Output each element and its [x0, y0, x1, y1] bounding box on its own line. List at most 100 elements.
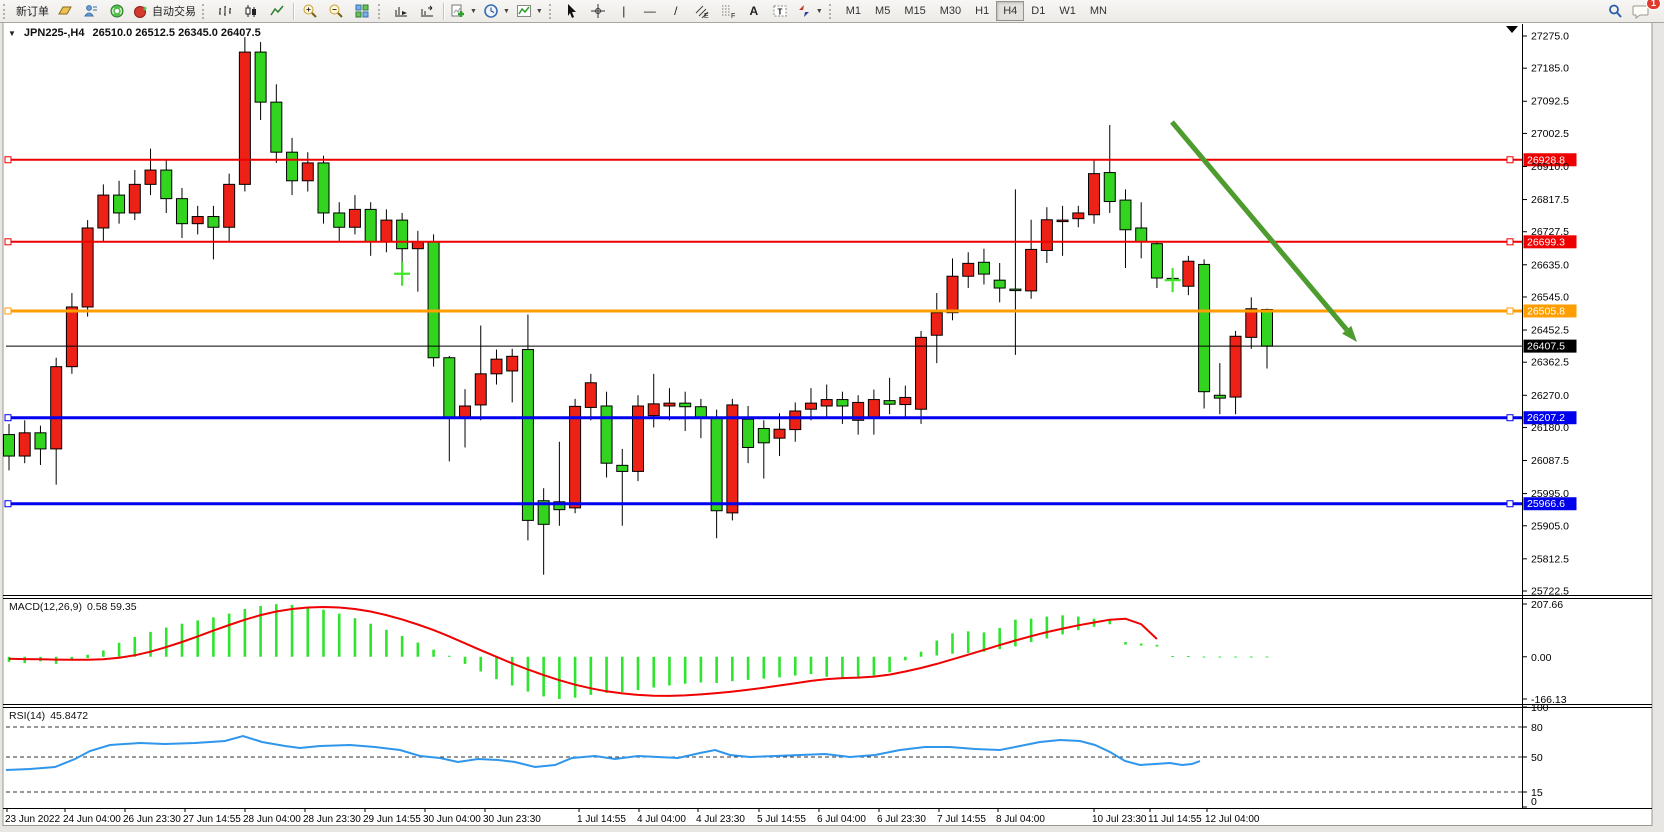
- line-chart-mode-button[interactable]: [264, 1, 290, 21]
- macd-histogram-bar: [448, 655, 451, 657]
- price-tick-label: 26635.0: [1531, 259, 1569, 271]
- macd-histogram-bar: [227, 613, 231, 657]
- crosshair-button[interactable]: [585, 1, 611, 21]
- candle-body: [113, 194, 126, 214]
- arrows-button[interactable]: ▼: [793, 1, 826, 21]
- time-tick-label: 4 Jul 04:00: [637, 814, 686, 825]
- hline-handle[interactable]: [1506, 238, 1514, 246]
- candle-body: [1261, 308, 1273, 347]
- dropdown-caret: ▼: [502, 7, 510, 15]
- candle-body: [1009, 288, 1022, 292]
- candle-body: [600, 405, 613, 464]
- market-watch-button[interactable]: [78, 1, 104, 21]
- tab-timeframe-h1[interactable]: H1: [975, 5, 990, 17]
- tab-timeframe-d1[interactable]: D1: [1031, 5, 1046, 17]
- search-button[interactable]: [1602, 1, 1628, 21]
- svg-text:26699.3: 26699.3: [1527, 236, 1565, 248]
- fibonacci-icon: F: [720, 3, 736, 19]
- alerts-button[interactable]: [104, 1, 130, 21]
- candle-body: [836, 399, 849, 407]
- candle-body: [144, 169, 157, 185]
- macd-histogram-bar: [290, 604, 294, 657]
- candle-body: [65, 306, 78, 368]
- fibonacci-button[interactable]: F: [715, 1, 741, 21]
- candle-body: [1088, 173, 1101, 216]
- text-label-button[interactable]: T: [767, 1, 793, 21]
- toolbar-grip[interactable]: [828, 3, 835, 19]
- price-tick-label: 26817.5: [1531, 194, 1569, 206]
- horizontal-line-button[interactable]: —: [637, 1, 663, 21]
- tab-timeframe-m15[interactable]: M15: [904, 5, 926, 17]
- tab-timeframe-w1[interactable]: W1: [1059, 5, 1076, 17]
- bar-chart-mode-button[interactable]: [212, 1, 238, 21]
- indicators-button[interactable]: ▼: [513, 1, 546, 21]
- hline-handle[interactable]: [4, 156, 12, 164]
- time-tick-label: 24 Jun 04:00: [63, 814, 121, 825]
- cursor-button[interactable]: [559, 1, 585, 21]
- hline-handle[interactable]: [4, 238, 12, 246]
- trend-arrow-line[interactable]: [1170, 120, 1349, 332]
- profiles-button[interactable]: [52, 1, 78, 21]
- time-axis[interactable]: 23 Jun 2022 24 Jun 04:00 26 Jun 23:30 27 Ju…: [5, 808, 1260, 825]
- price-tick-label: 26727.5: [1531, 226, 1569, 238]
- trendline-button[interactable]: /: [663, 1, 689, 21]
- zoom-in-button[interactable]: [297, 1, 323, 21]
- tile-windows-button[interactable]: [349, 1, 375, 21]
- search-icon: [1607, 3, 1623, 19]
- macd-histogram-bar: [1234, 656, 1237, 658]
- new-chart-button[interactable]: ▼: [447, 1, 480, 21]
- time-tick-label: 29 Jun 14:55: [363, 814, 421, 825]
- toolbar-grip[interactable]: [202, 3, 208, 19]
- trend-arrow-head[interactable]: [1342, 325, 1357, 342]
- toolbar-grip[interactable]: [548, 3, 555, 19]
- periods-button[interactable]: ▼: [480, 1, 513, 21]
- hline-handle[interactable]: [4, 307, 12, 315]
- tab-timeframe-h4[interactable]: H4: [996, 1, 1025, 21]
- macd-histogram-bar: [322, 609, 325, 657]
- macd-histogram-bar: [825, 656, 828, 677]
- cross-marker[interactable]: [394, 261, 411, 286]
- trendline-icon: /: [674, 4, 678, 18]
- cross-marker[interactable]: [1164, 268, 1181, 293]
- text-button[interactable]: A: [741, 1, 767, 21]
- tab-timeframe-m30[interactable]: M30: [939, 5, 962, 17]
- zoom-out-button[interactable]: [323, 1, 349, 21]
- hline-handle[interactable]: [4, 414, 12, 422]
- new-order-button[interactable]: 新订单: [13, 1, 52, 21]
- toolbar-grip[interactable]: [3, 3, 9, 19]
- macd-panel: 207.66 0.00 -166.13: [7, 599, 1567, 706]
- candlestick-icon: [243, 3, 259, 19]
- macd-histogram-bar: [385, 629, 388, 657]
- candle-body: [804, 402, 817, 410]
- candle-body: [537, 500, 550, 525]
- auto-trading-button[interactable]: 自动交易: [130, 1, 199, 21]
- hline-handle[interactable]: [1506, 156, 1514, 164]
- macd-histogram-bar: [353, 618, 357, 657]
- macd-histogram-bar: [1077, 616, 1080, 631]
- auto-scroll-button[interactable]: [388, 1, 414, 21]
- vertical-line-button[interactable]: |: [611, 1, 637, 21]
- notification-badge: 1: [1645, 0, 1661, 10]
- chart-shift-button[interactable]: [414, 1, 440, 21]
- chart-shift-marker[interactable]: [1506, 26, 1518, 33]
- chat-button[interactable]: 1: [1628, 0, 1661, 21]
- candle-body: [301, 162, 314, 182]
- tab-timeframe-m1[interactable]: M1: [845, 5, 862, 17]
- hline-handle[interactable]: [1506, 414, 1514, 422]
- hline-handle[interactable]: [1506, 307, 1514, 315]
- time-tick-label: 10 Jul 23:30: [1092, 814, 1147, 825]
- macd-histogram-bar: [652, 656, 656, 688]
- equidistant-channel-icon: E: [694, 3, 710, 19]
- macd-histogram-bar: [683, 656, 687, 684]
- candle-body: [946, 275, 959, 314]
- chevron-down-icon[interactable]: ▼: [8, 28, 16, 38]
- price-tick-label: 27002.5: [1531, 128, 1569, 140]
- hline-handle[interactable]: [4, 500, 12, 508]
- toolbar-grip[interactable]: [378, 3, 384, 19]
- tab-timeframe-m5[interactable]: M5: [875, 5, 891, 17]
- tab-timeframe-mn[interactable]: MN: [1089, 5, 1107, 17]
- equidistant-channel-button[interactable]: E: [689, 1, 715, 21]
- candlestick-mode-button[interactable]: [238, 1, 264, 21]
- hline-handle[interactable]: [1506, 500, 1514, 508]
